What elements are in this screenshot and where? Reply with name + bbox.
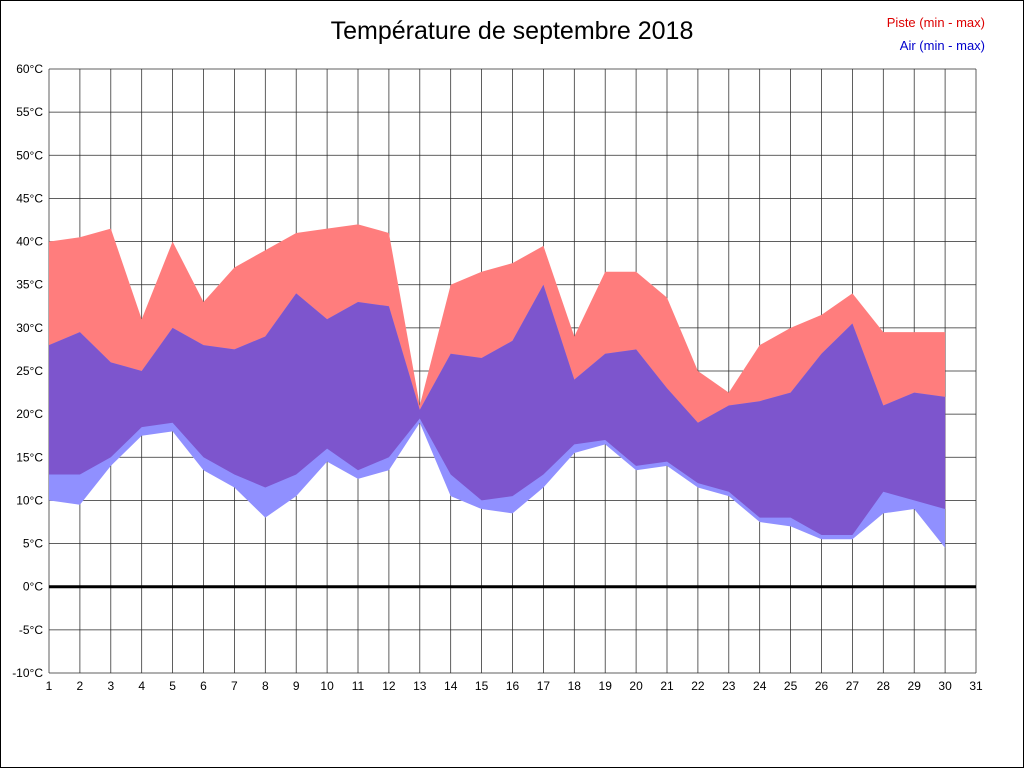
x-tick-label: 10 [320,679,334,693]
y-tick-label: 5°C [23,537,43,551]
x-tick-label: 11 [352,679,365,693]
x-tick-label: 4 [138,679,145,693]
chart-legend: Piste (min - max) Air (min - max) [887,11,985,57]
x-tick-label: 9 [293,679,300,693]
x-tick-label: 23 [722,679,736,693]
y-tick-label: 20°C [16,407,43,421]
x-tick-label: 30 [938,679,952,693]
y-tick-label: 30°C [16,321,43,335]
x-tick-label: 25 [784,679,798,693]
y-tick-label: 25°C [16,364,43,378]
x-tick-label: 7 [231,679,238,693]
x-tick-label: 20 [629,679,643,693]
y-tick-label: 15°C [16,450,43,464]
y-tick-label: 35°C [16,278,43,292]
x-tick-label: 26 [815,679,829,693]
y-tick-label: 55°C [16,105,43,119]
y-tick-label: -5°C [19,623,43,637]
x-tick-label: 24 [753,679,767,693]
x-tick-label: 3 [107,679,114,693]
x-tick-label: 22 [691,679,705,693]
y-tick-label: 40°C [16,235,43,249]
x-tick-label: 6 [200,679,207,693]
x-tick-label: 12 [382,679,396,693]
y-tick-label: 60°C [16,62,43,76]
x-tick-label: 1 [46,679,53,693]
y-tick-label: -10°C [12,666,43,680]
y-tick-label: 50°C [16,148,43,162]
x-tick-label: 16 [506,679,520,693]
x-tick-label: 14 [444,679,458,693]
x-tick-label: 28 [877,679,891,693]
y-tick-label: 10°C [16,493,43,507]
x-tick-label: 15 [475,679,489,693]
x-tick-label: 19 [599,679,613,693]
y-tick-label: 45°C [16,191,43,205]
y-tick-label: 0°C [23,580,43,594]
x-tick-label: 8 [262,679,269,693]
x-tick-label: 2 [77,679,84,693]
x-tick-label: 18 [568,679,582,693]
chart-title: Température de septembre 2018 [330,17,694,45]
x-tick-label: 27 [846,679,860,693]
legend-air-label: Air (min - max) [899,38,985,53]
x-tick-label: 31 [969,679,983,693]
x-tick-label: 17 [537,679,551,693]
x-tick-label: 5 [169,679,176,693]
legend-piste-label: Piste (min - max) [886,15,985,30]
x-tick-label: 29 [908,679,922,693]
x-tick-label: 13 [413,679,427,693]
overlap-band [49,284,946,535]
x-tick-label: 21 [660,679,674,693]
